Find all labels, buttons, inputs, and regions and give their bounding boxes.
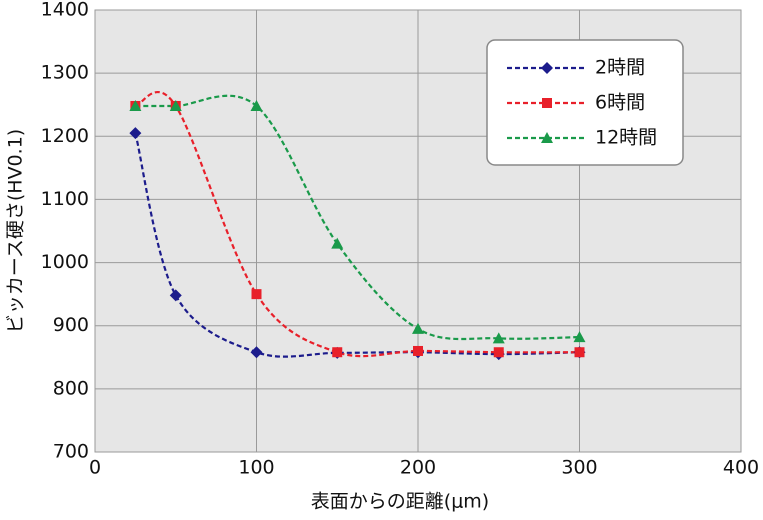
marker (129, 99, 142, 111)
marker (250, 99, 263, 111)
marker (541, 132, 553, 143)
legend (486, 39, 684, 166)
marker (541, 62, 553, 74)
x-tick-label: 200 (400, 457, 436, 479)
marker (573, 331, 586, 343)
marker (412, 322, 424, 334)
marker (251, 289, 262, 300)
y-tick-label: 1200 (41, 125, 89, 147)
marker (574, 347, 585, 358)
marker (331, 237, 344, 249)
x-tick-label: 100 (238, 457, 274, 479)
legend-label: 6時間 (595, 92, 645, 114)
legend-label: 2時間 (595, 57, 645, 79)
marker (413, 345, 423, 356)
x-tick-label: 400 (723, 457, 759, 479)
x-tick-label: 300 (561, 457, 597, 479)
marker (129, 127, 142, 140)
marker (542, 98, 552, 108)
y-tick-label: 700 (53, 441, 89, 463)
x-tick-label: 0 (89, 457, 101, 479)
marker (169, 289, 182, 302)
marker (332, 347, 343, 358)
y-tick-label: 800 (53, 377, 89, 399)
y-tick-label: 1400 (41, 0, 89, 21)
y-tick-label: 1300 (41, 62, 89, 84)
y-axis-title: ビッカース硬さ(HV0.1) (5, 129, 27, 333)
marker (169, 99, 182, 111)
legend-label: 12時間 (595, 127, 657, 149)
y-tick-label: 900 (53, 314, 89, 336)
y-tick-label: 1000 (41, 251, 89, 273)
marker (250, 346, 263, 359)
marker (492, 332, 505, 344)
marker (493, 347, 504, 358)
x-axis-title: 表面からの距離(μm) (311, 491, 489, 513)
y-tick-label: 1100 (41, 188, 89, 210)
